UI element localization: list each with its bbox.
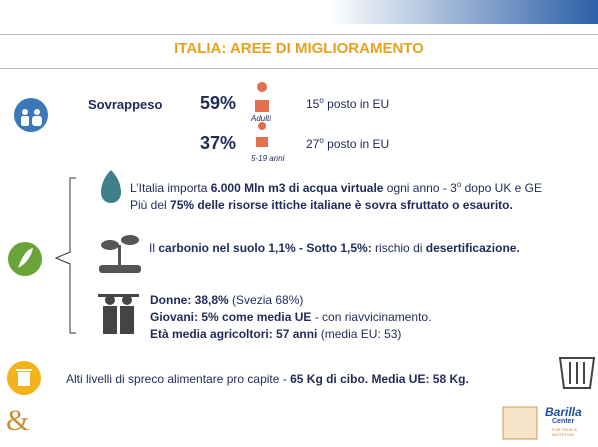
- logo-mark: [502, 406, 538, 440]
- text-run: Donne: 38,8%: [150, 293, 229, 307]
- text-run: 6.000 Mln m3 di acqua virtuale: [210, 181, 384, 195]
- percent: 59%: [200, 93, 237, 113]
- text-line: Il carbonio nel suolo 1,1% - Sotto 1,5%:…: [149, 240, 520, 257]
- text-run: dopo UK e GE: [461, 181, 543, 195]
- plant-icon: [99, 235, 141, 273]
- text-line: Donne: 38,8% (Svezia 68%): [150, 292, 431, 309]
- text-run: Giovani: 5% come media UE: [150, 310, 312, 324]
- rule: [0, 68, 598, 69]
- header-bar: [0, 0, 598, 24]
- logo-sub: Center: [552, 418, 575, 425]
- text-run: 75% delle risorse ittiche italiane è sov…: [170, 198, 513, 212]
- text-run: Il: [149, 241, 159, 255]
- text-run: o: [456, 180, 462, 189]
- title: ITALIA: AREE DI MIGLIORAMENTO: [174, 40, 424, 57]
- text-line: L’Italia importa 6.000 Mln m3 di acqua v…: [130, 176, 542, 197]
- waste-text: Alti livelli di spreco alimentare pro ca…: [66, 371, 469, 388]
- text-run: 65 Kg di cibo. Media UE: 58 Kg.: [290, 372, 469, 386]
- rank-text: posto in EU: [327, 97, 390, 111]
- adult-icon: [255, 82, 269, 112]
- text-run: L’Italia importa: [130, 181, 211, 195]
- rank-suffix: o: [319, 96, 324, 105]
- text-line: Età media agricoltori: 57 anni (media EU…: [150, 326, 431, 343]
- rank: 15o posto in EU: [306, 96, 389, 111]
- text-run: rischio di: [371, 241, 426, 255]
- text-run: Età media agricoltori: 57 anni: [150, 327, 318, 341]
- logo-tagline: FOR FOOD & NUTRITION: [552, 427, 577, 437]
- text-line: Giovani: 5% come media UE - con riavvici…: [150, 309, 431, 326]
- rank: 27o posto in EU: [306, 136, 389, 151]
- people-icon: [14, 98, 48, 132]
- soil-text: Il carbonio nel suolo 1,1% - Sotto 1,5%:…: [149, 240, 520, 257]
- child-icon: [256, 122, 268, 147]
- text-line: Più del 75% delle risorse ittiche italia…: [130, 197, 542, 214]
- rank-number: 15: [306, 97, 320, 111]
- text-run: (Svezia 68%): [228, 293, 304, 307]
- rank-text: posto in EU: [327, 137, 390, 151]
- text-run: - con riavvicinamento.: [311, 310, 432, 324]
- text-run: carbonio nel suolo 1,1% - Sotto 1,5%:: [158, 241, 372, 255]
- group-label: 5-19 anni: [251, 154, 285, 163]
- logo-name: Barilla: [545, 405, 582, 419]
- farmers-text: Donne: 38,8% (Svezia 68%) Giovani: 5% com…: [150, 292, 431, 343]
- corner-mark: &: [6, 404, 30, 437]
- text-line: Alti livelli di spreco alimentare pro ca…: [66, 371, 469, 388]
- text-run: ogni anno - 3: [383, 181, 457, 195]
- farmers-icon: [98, 294, 139, 334]
- text-run: Più del: [130, 198, 171, 212]
- label: Sovrappeso: [88, 97, 163, 112]
- group-label: Adulti: [251, 114, 272, 123]
- text-run: desertificazione.: [425, 241, 520, 255]
- text-run: Alti livelli di spreco alimentare pro ca…: [66, 372, 291, 386]
- water-text: L’Italia importa 6.000 Mln m3 di acqua v…: [130, 176, 542, 214]
- rank-number: 27: [306, 137, 320, 151]
- rule: [0, 34, 598, 35]
- drop-icon: [101, 170, 121, 203]
- percent: 37%: [200, 133, 237, 153]
- bin-icon: [558, 357, 596, 389]
- rank-suffix: o: [319, 136, 324, 145]
- text-run: (media EU: 53): [317, 327, 402, 341]
